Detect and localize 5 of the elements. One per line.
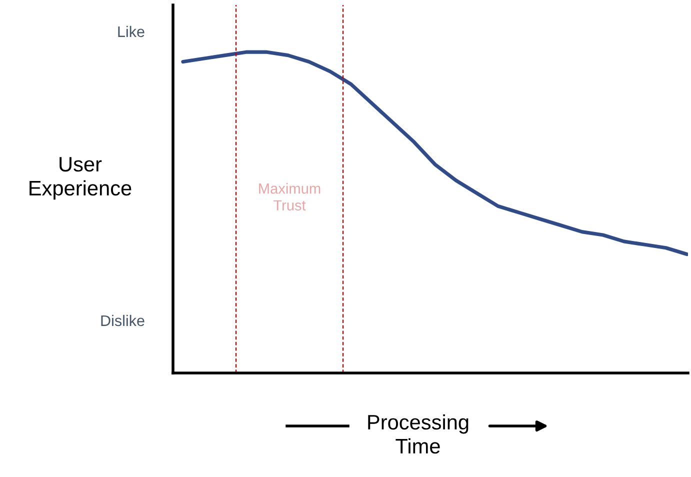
annotation: Maximum Trust xyxy=(259,183,320,210)
x-axis-title: Processing Time xyxy=(368,414,468,454)
y-axis-title: User Experience xyxy=(30,157,132,200)
text: Dislike xyxy=(101,314,144,326)
text: Like xyxy=(118,26,144,38)
